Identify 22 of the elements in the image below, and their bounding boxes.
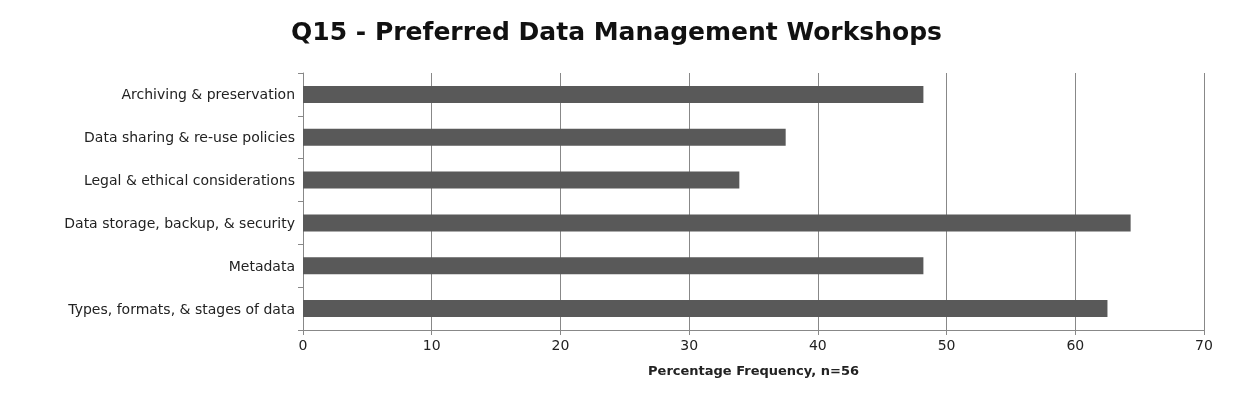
x-axis-title: Percentage Frequency, n=56: [648, 363, 859, 378]
x-tick-label: 60: [1066, 337, 1085, 353]
x-tick-label: 70: [1195, 337, 1213, 353]
x-tick-label: 40: [808, 337, 827, 353]
y-tick-label: Types, formats, & stages of data: [67, 300, 295, 317]
y-tick-label: Archiving & preservation: [121, 86, 295, 103]
y-tick-label: Legal & ethical considerations: [83, 172, 295, 189]
bar: [303, 257, 924, 275]
x-tick-label: 0: [298, 337, 308, 353]
bar: [303, 214, 1131, 232]
x-tick-label: 30: [680, 337, 699, 353]
bar: [303, 85, 924, 103]
x-tick-label: 10: [422, 337, 441, 353]
y-tick-label: Data sharing & re-use policies: [84, 129, 295, 146]
chart-title: Q15 - Preferred Data Management Workshops: [291, 17, 942, 46]
bar: [303, 128, 786, 146]
y-tick-label: Data storage, backup, & security: [64, 214, 295, 231]
y-tick-label: Metadata: [228, 257, 295, 274]
x-tick-label: 50: [937, 337, 956, 353]
bar: [303, 171, 740, 189]
bar: [303, 300, 1108, 318]
x-tick-label: 20: [551, 337, 570, 353]
